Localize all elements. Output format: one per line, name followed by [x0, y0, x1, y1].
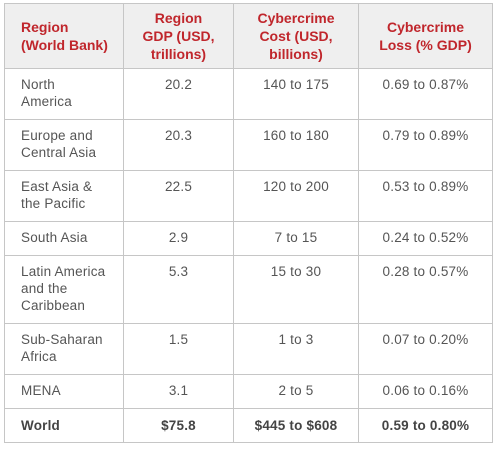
cybercrime-cost-table: Region (World Bank) Region GDP (USD, trilli…	[4, 3, 493, 443]
loss-cell: 0.53 to 0.89%	[358, 170, 493, 222]
region-cell: Sub-Saharan Africa	[4, 323, 124, 375]
region-cell: Europe and Central Asia	[4, 119, 124, 171]
gdp-cell: 3.1	[123, 374, 234, 409]
loss-cell: 0.07 to 0.20%	[358, 323, 493, 375]
table-row: South Asia 2.9 7 to 15 0.24 to 0.52%	[4, 221, 493, 256]
loss-cell: 0.24 to 0.52%	[358, 221, 493, 256]
header-row: Region (World Bank) Region GDP (USD, trilli…	[4, 3, 493, 69]
gdp-cell: 1.5	[123, 323, 234, 375]
total-loss-cell: 0.59 to 0.80%	[358, 408, 493, 443]
header-gdp: Region GDP (USD, trillions)	[123, 3, 234, 69]
total-gdp-cell: $75.8	[123, 408, 234, 443]
gdp-cell: 2.9	[123, 221, 234, 256]
header-cost: Cybercrime Cost (USD, billions)	[233, 3, 359, 69]
cost-cell: 1 to 3	[233, 323, 359, 375]
table-row: Latin America and the Caribbean 5.3 15 to …	[4, 255, 493, 324]
table-row: Sub-Saharan Africa 1.5 1 to 3 0.07 to 0.2…	[4, 323, 493, 375]
table-row: Europe and Central Asia 20.3 160 to 180 0…	[4, 119, 493, 171]
region-cell: Latin America and the Caribbean	[4, 255, 124, 324]
gdp-cell: 22.5	[123, 170, 234, 222]
total-row: World $75.8 $445 to $608 0.59 to 0.80%	[4, 408, 493, 443]
cost-cell: 7 to 15	[233, 221, 359, 256]
loss-cell: 0.79 to 0.89%	[358, 119, 493, 171]
cost-cell: 2 to 5	[233, 374, 359, 409]
region-cell: North America	[4, 68, 124, 120]
cost-cell: 140 to 175	[233, 68, 359, 120]
total-cost-cell: $445 to $608	[233, 408, 359, 443]
region-cell: MENA	[4, 374, 124, 409]
loss-cell: 0.06 to 0.16%	[358, 374, 493, 409]
loss-cell: 0.69 to 0.87%	[358, 68, 493, 120]
loss-cell: 0.28 to 0.57%	[358, 255, 493, 324]
gdp-cell: 20.2	[123, 68, 234, 120]
cost-cell: 15 to 30	[233, 255, 359, 324]
table-row: MENA 3.1 2 to 5 0.06 to 0.16%	[4, 374, 493, 409]
header-region: Region (World Bank)	[4, 3, 124, 69]
gdp-cell: 20.3	[123, 119, 234, 171]
total-region-cell: World	[4, 408, 124, 443]
gdp-cell: 5.3	[123, 255, 234, 324]
region-cell: East Asia & the Pacific	[4, 170, 124, 222]
header-loss: Cybercrime Loss (% GDP)	[358, 3, 493, 69]
region-cell: South Asia	[4, 221, 124, 256]
cost-cell: 120 to 200	[233, 170, 359, 222]
table-row: East Asia & the Pacific 22.5 120 to 200 0…	[4, 170, 493, 222]
cost-cell: 160 to 180	[233, 119, 359, 171]
table-row: North America 20.2 140 to 175 0.69 to 0.8…	[4, 68, 493, 120]
